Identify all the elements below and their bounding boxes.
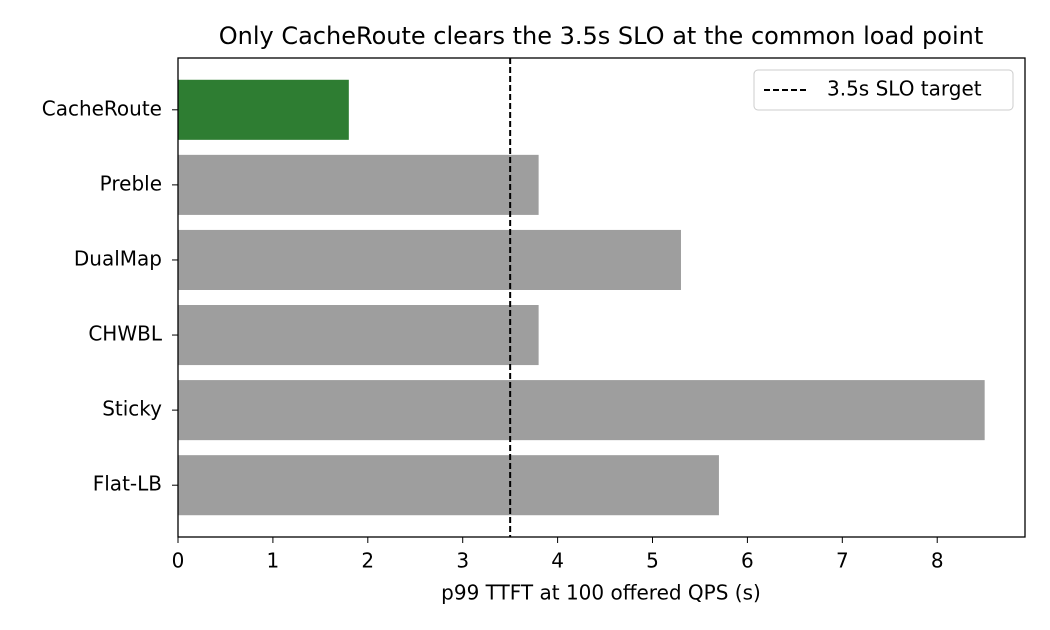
legend-box bbox=[753, 69, 1014, 111]
x-tick-label: 0 bbox=[172, 549, 185, 573]
x-axis-label: p99 TTFT at 100 offered QPS (s) bbox=[441, 581, 761, 605]
y-tick-label: CHWBL bbox=[88, 322, 163, 346]
bar bbox=[178, 455, 719, 516]
x-tick-label: 6 bbox=[741, 549, 754, 573]
y-tick-label: Preble bbox=[100, 171, 162, 195]
x-tick-label: 4 bbox=[551, 549, 564, 573]
y-tick-label: CacheRoute bbox=[42, 96, 162, 120]
x-tick-label: 3 bbox=[456, 549, 469, 573]
x-tick-label: 8 bbox=[931, 549, 944, 573]
y-tick-label: Flat-LB bbox=[93, 472, 162, 496]
x-tick-label: 7 bbox=[836, 549, 849, 573]
x-tick-label: 2 bbox=[361, 549, 374, 573]
bar bbox=[178, 79, 349, 140]
chart-title: Only CacheRoute clears the 3.5s SLO at t… bbox=[219, 22, 984, 50]
bar bbox=[178, 305, 539, 366]
plot-frame bbox=[177, 57, 1026, 538]
x-tick-label: 5 bbox=[646, 549, 659, 573]
bar bbox=[178, 380, 985, 441]
bar bbox=[178, 229, 681, 290]
bar bbox=[178, 154, 539, 215]
y-tick-label: DualMap bbox=[74, 246, 162, 270]
legend-label: 3.5s SLO target bbox=[827, 77, 982, 101]
x-tick-label: 1 bbox=[267, 549, 280, 573]
y-tick-label: Sticky bbox=[102, 397, 162, 421]
